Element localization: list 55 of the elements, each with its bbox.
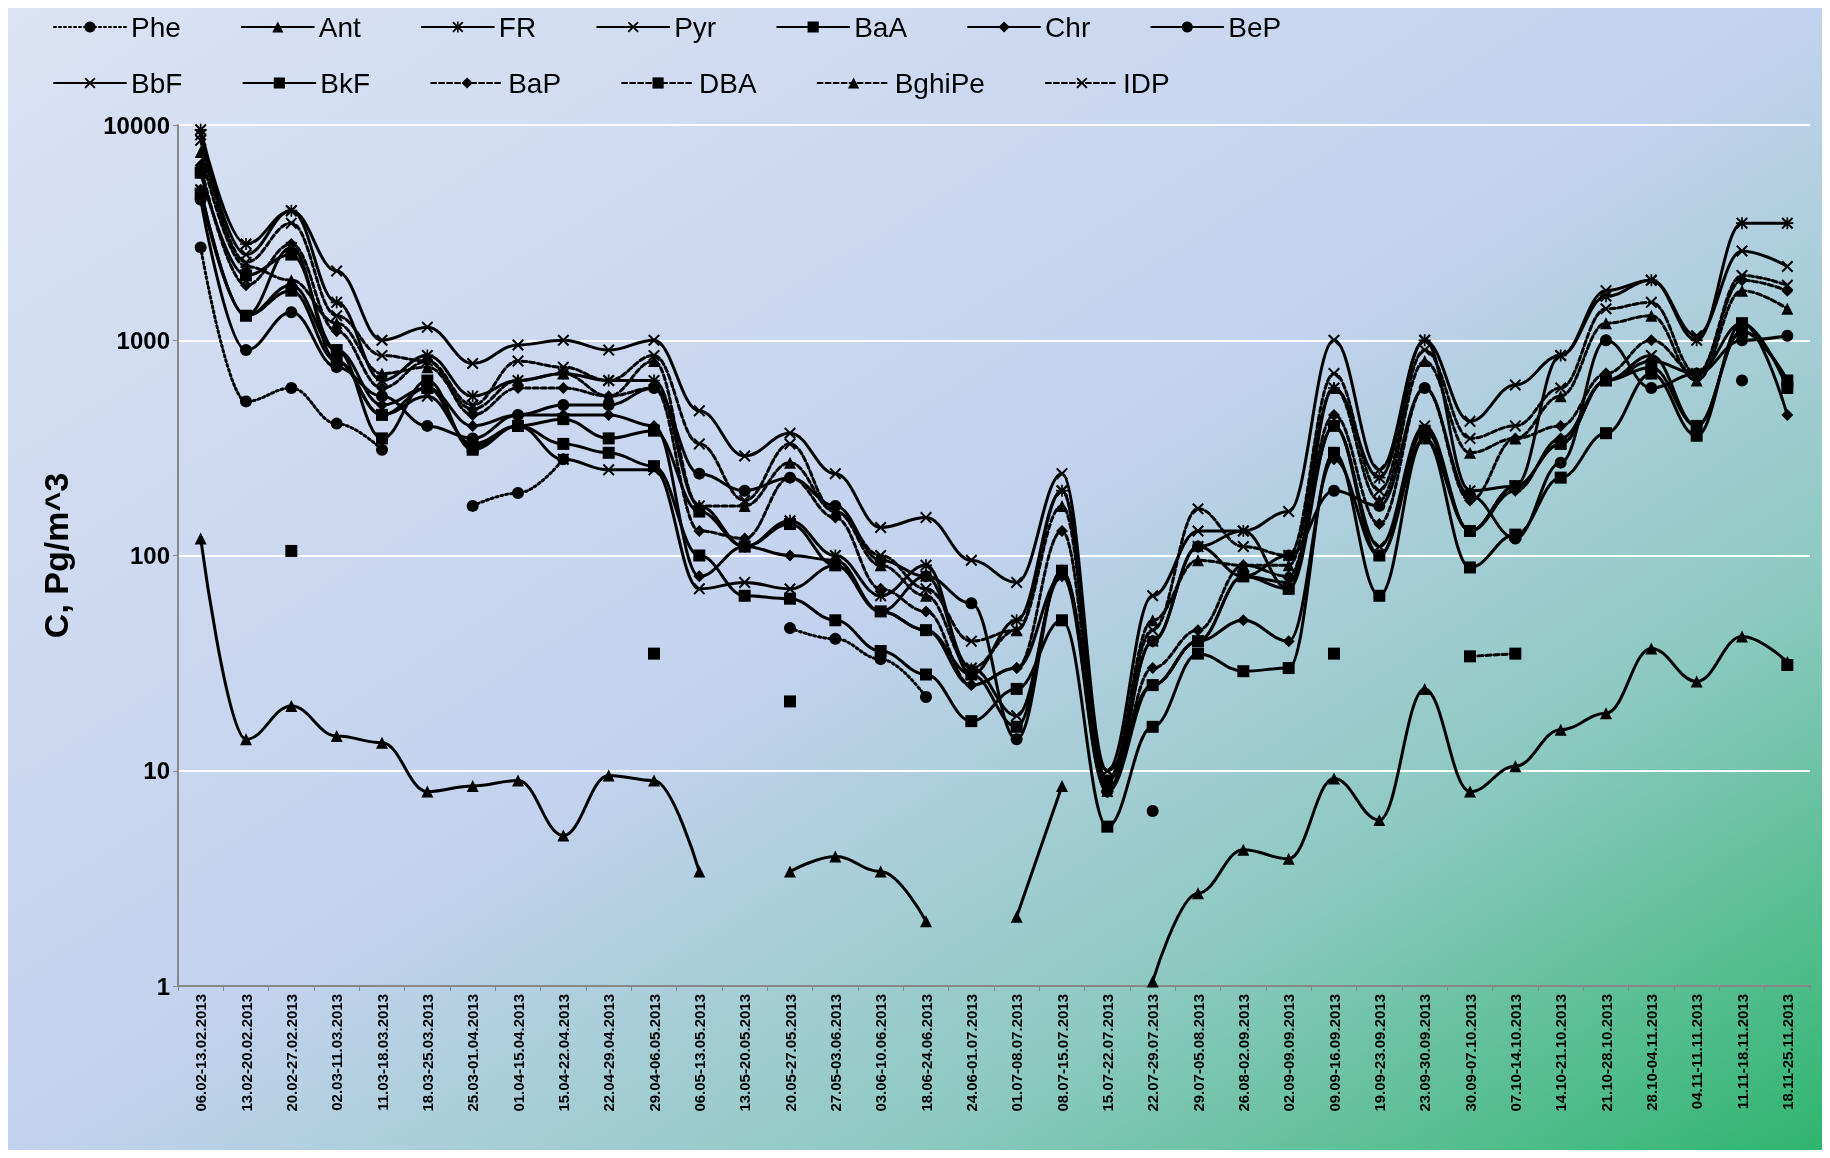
x-tick-label: 09.09-16.09.2013 <box>1325 994 1343 1112</box>
x-tick-label: 07.10-14.10.2013 <box>1506 994 1524 1112</box>
x-tick-label: 18.11-25.11.2013 <box>1778 994 1796 1110</box>
x-tick-label: 20.05-27.05.2013 <box>781 994 799 1112</box>
x-tick-label: 02.03-11.03.2013 <box>328 994 346 1111</box>
y-tick-label: 10 <box>143 757 170 785</box>
x-tick-label: 18.03-25.03.2013 <box>418 994 436 1112</box>
x-tick-label: 11.03-18.03.2013 <box>373 994 391 1111</box>
legend-label: Pyr <box>674 11 717 43</box>
legend-label: BkF <box>320 67 371 99</box>
legend-label: FR <box>498 11 537 43</box>
x-tick-label: 28.10-04.11.2013 <box>1642 994 1660 1111</box>
x-tick-label: 23.09-30.09.2013 <box>1416 994 1434 1112</box>
x-tick-label: 30.09-07.10.2013 <box>1461 994 1479 1112</box>
y-tick-label: 100 <box>129 542 170 569</box>
legend-label: BghiPe <box>894 67 985 99</box>
legend-label: Phe <box>131 11 181 43</box>
x-tick-label: 13.05-20.05.2013 <box>736 994 754 1112</box>
legend-label: BaA <box>854 11 908 43</box>
x-tick-label: 01.04-15.04.2013 <box>509 994 527 1112</box>
x-tick-label: 25.03-01.04.2013 <box>464 994 482 1112</box>
x-tick-label: 14.10-21.10.2013 <box>1552 994 1570 1112</box>
legend-label: IDP <box>1122 67 1170 99</box>
x-tick-label: 18.06-24.06.2013 <box>917 994 935 1112</box>
x-tick-label: 22.07-29.07.2013 <box>1144 994 1162 1112</box>
x-tick-label: 15.07-22.07.2013 <box>1098 994 1116 1112</box>
legend-label: Chr <box>1045 11 1091 43</box>
x-tick-label: 04.11-11.11.2013 <box>1688 994 1706 1110</box>
legend-label: BbF <box>131 67 183 99</box>
x-tick-label: 27.05-03.06.2013 <box>826 994 844 1112</box>
x-tick-label: 26.08-02.09.2013 <box>1234 994 1252 1112</box>
legend-label: BeP <box>1228 11 1282 43</box>
x-tick-label: 11.11-18.11.2013 <box>1733 994 1751 1110</box>
legend-label: BaP <box>508 67 562 99</box>
x-tick-label: 06.02-13.02.2013 <box>192 994 210 1112</box>
x-tick-label: 19.09-23.09.2013 <box>1370 994 1388 1112</box>
y-tick-label: 1000 <box>116 326 170 354</box>
x-tick-label: 29.07-05.08.2013 <box>1189 994 1207 1112</box>
legend-label: Ant <box>318 11 362 43</box>
x-tick-label: 13.02-20.02.2013 <box>237 994 255 1112</box>
x-tick-label: 21.10-28.10.2013 <box>1597 994 1615 1112</box>
x-tick-label: 06.05-13.05.2013 <box>690 994 708 1112</box>
y-axis-title: C, Pg/m^3 <box>37 472 75 639</box>
x-tick-label: 20.02-27.02.2013 <box>282 994 300 1112</box>
y-tick-label: 1 <box>156 972 170 1000</box>
x-tick-label: 03.06-10.06.2013 <box>872 994 890 1112</box>
legend-label: DBA <box>699 67 757 99</box>
x-tick-label: 22.04-29.04.2013 <box>600 994 618 1112</box>
y-tick-label: 10000 <box>103 111 170 139</box>
x-tick-label: 24.06-01.07.2013 <box>962 994 980 1112</box>
x-tick-label: 08.07-15.07.2013 <box>1053 994 1071 1112</box>
x-tick-label: 01.07-08.07.2013 <box>1008 994 1026 1112</box>
x-tick-label: 29.04-06.05.2013 <box>645 994 663 1112</box>
x-tick-label: 02.09-09.09.2013 <box>1280 994 1298 1112</box>
x-tick-label: 15.04-22.04.2013 <box>554 994 572 1112</box>
